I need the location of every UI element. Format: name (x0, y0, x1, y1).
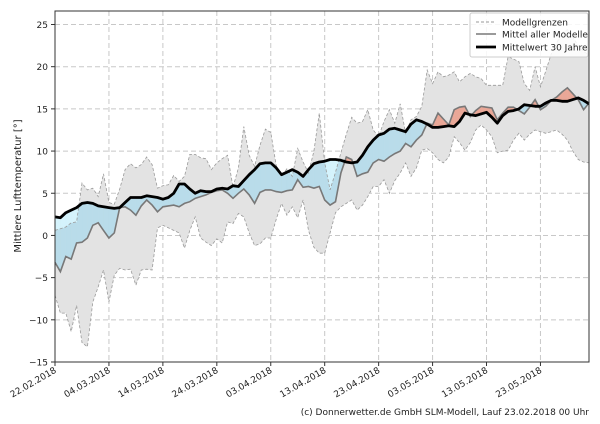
y-tick-label: 10 (37, 148, 49, 158)
y-tick-label: 20 (37, 63, 49, 73)
colder-than-average-fill (82, 203, 87, 243)
colder-than-average-fill (314, 162, 319, 188)
y-tick-label: 15 (37, 105, 48, 115)
legend: Modellgrenzen Mittel aller Modelle Mitte… (470, 13, 588, 57)
y-tick-label: 25 (37, 21, 48, 31)
y-axis: −15 −10 −5 0 5 10 15 20 25 (29, 21, 55, 369)
x-tick-label: 04.03.2018 (63, 366, 113, 401)
legend-label-model-range: Modellgrenzen (502, 19, 568, 29)
x-tick-label: 14.03.2018 (117, 366, 167, 401)
copyright-footer: (c) Donnerwetter.de GmbH SLM-Modell, Lau… (301, 408, 590, 418)
x-tick-label: 13.04.2018 (279, 366, 329, 401)
x-tick-label: 24.03.2018 (171, 366, 221, 401)
colder-than-average-fill (395, 128, 400, 153)
y-tick-label: −5 (35, 274, 48, 284)
y-tick-label: 0 (42, 232, 48, 242)
x-tick-label: 03.05.2018 (386, 366, 436, 401)
colder-than-average-fill (389, 128, 394, 157)
x-tick-label: 03.04.2018 (225, 366, 275, 401)
colder-than-average-fill (260, 163, 265, 193)
x-tick-label: 23.05.2018 (494, 366, 544, 401)
legend-label-model-mean: Mittel aller Modelle (502, 31, 588, 41)
colder-than-average-fill (265, 163, 270, 190)
x-tick-label: 22.02.2018 (9, 366, 59, 401)
y-tick-label: 5 (42, 190, 48, 200)
y-tick-label: −10 (29, 316, 48, 326)
legend-label-climate-mean: Mittelwert 30 Jahre (502, 44, 588, 54)
x-tick-label: 13.05.2018 (440, 366, 490, 401)
y-axis-label: Mittlere Lufttemperatur [°] (13, 119, 24, 252)
colder-than-average-fill (379, 133, 384, 161)
y-tick-label: −15 (29, 359, 48, 369)
x-tick-label: 23.04.2018 (333, 366, 383, 401)
